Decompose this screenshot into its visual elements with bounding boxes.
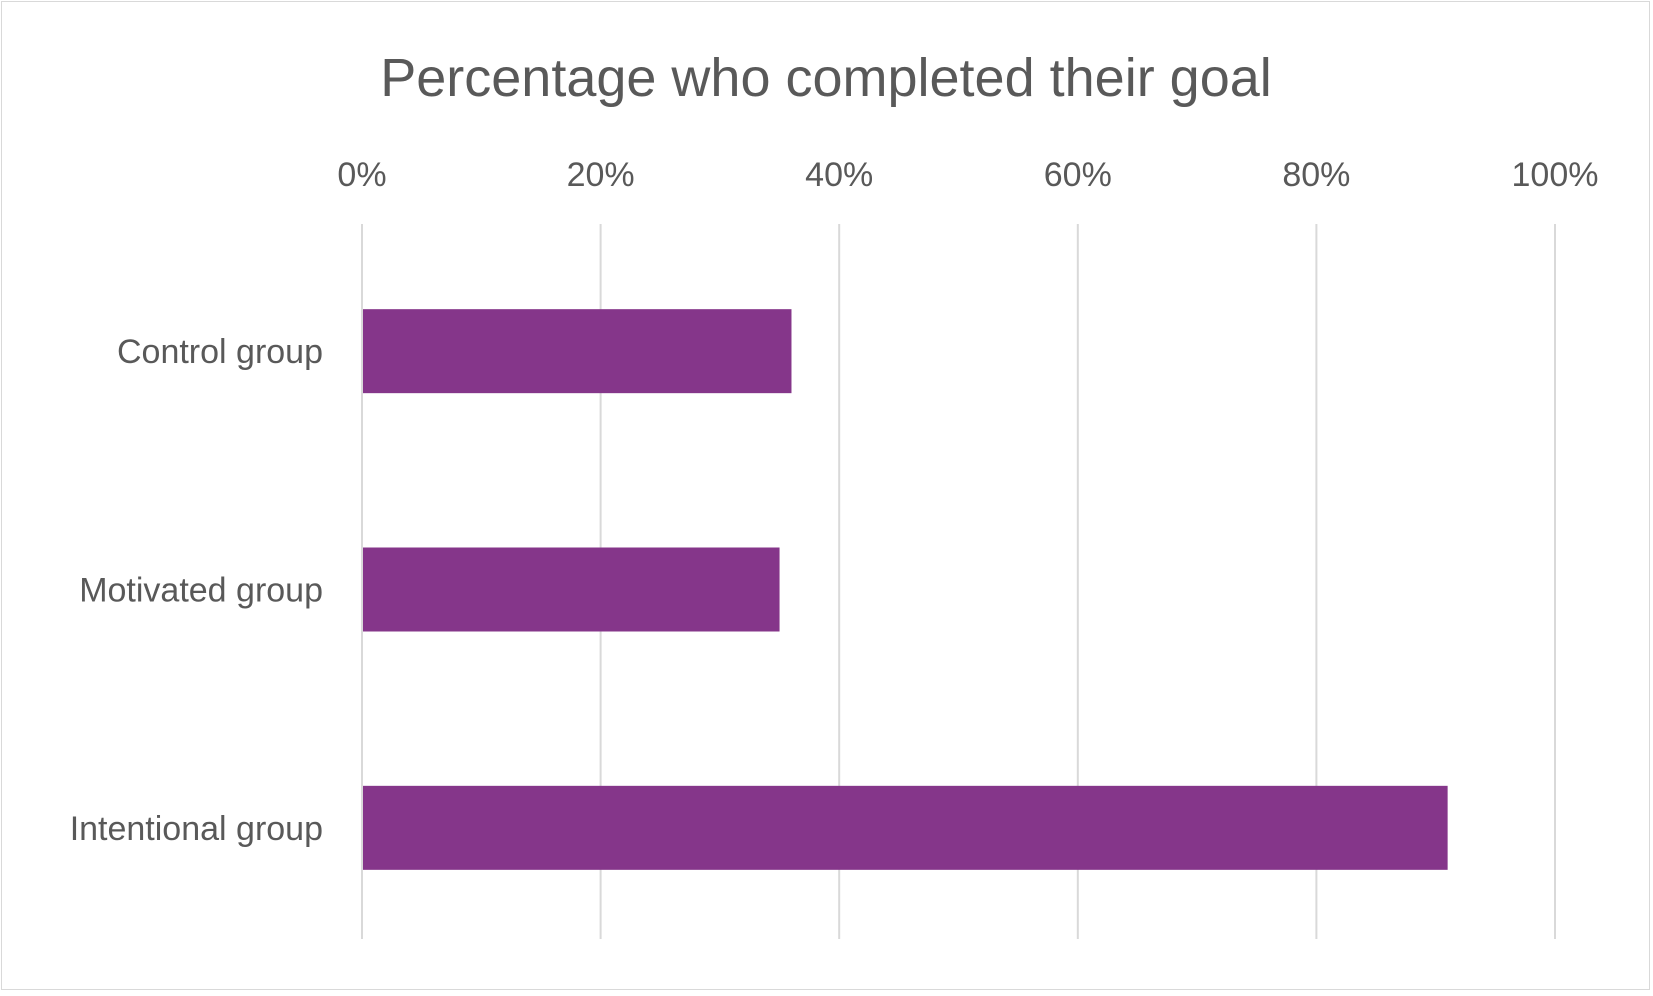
bars xyxy=(363,309,1448,870)
bar xyxy=(363,309,792,394)
bar xyxy=(363,547,780,632)
x-tick-label: 40% xyxy=(805,156,873,194)
x-tick-labels: 0% 20% 40% 60% 80% 100% xyxy=(337,156,1598,194)
x-tick-label: 20% xyxy=(567,156,635,194)
category-label: Control group xyxy=(117,333,323,371)
category-label: Intentional group xyxy=(70,810,323,848)
x-tick-label: 0% xyxy=(337,156,386,194)
x-tick-label: 100% xyxy=(1512,156,1599,194)
category-label: Motivated group xyxy=(79,572,323,610)
x-tick-label: 60% xyxy=(1044,156,1112,194)
bar xyxy=(363,785,1448,870)
category-labels: Control group Motivated group Intentional … xyxy=(70,333,323,848)
x-tick-label: 80% xyxy=(1282,156,1350,194)
chart-title: Percentage who completed their goal xyxy=(380,48,1272,108)
